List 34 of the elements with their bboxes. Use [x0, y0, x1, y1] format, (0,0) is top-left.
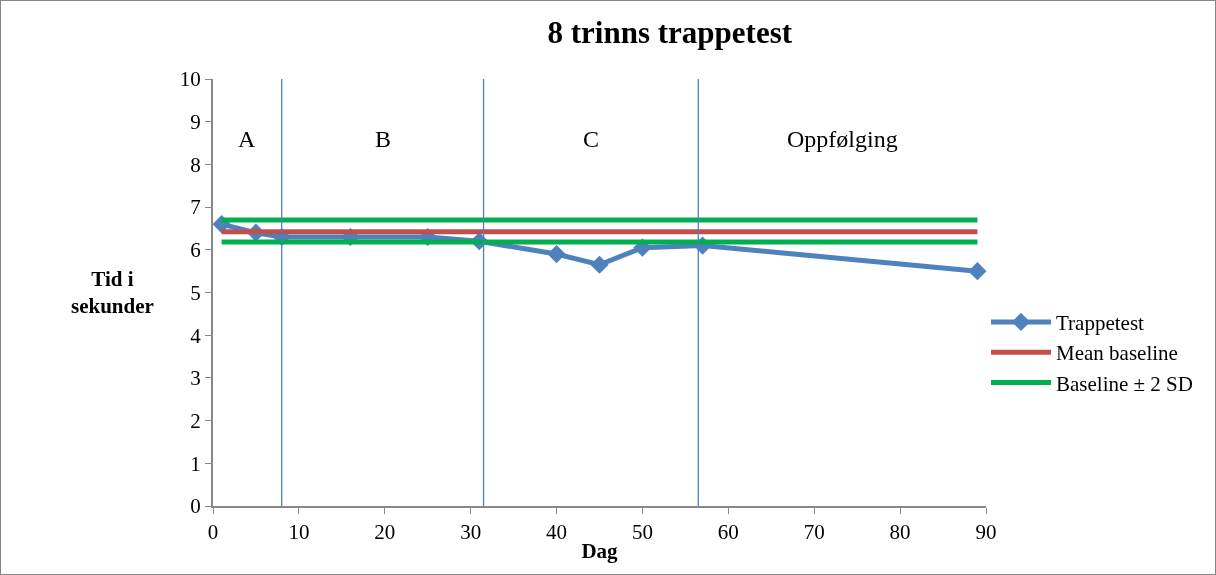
annotation: Oppfølging: [787, 126, 898, 152]
y-tick-label: 2: [190, 408, 201, 433]
y-tick-label: 10: [179, 67, 201, 92]
x-tick-label: 50: [631, 520, 653, 545]
point: [590, 255, 609, 274]
x-tick-label: 20: [374, 520, 396, 545]
x-tick-label: 80: [889, 520, 911, 545]
y-tick-label: 4: [190, 323, 202, 348]
annotation: B: [375, 126, 392, 152]
y-axis-title: Tid i sekunder: [71, 267, 154, 319]
legend-label: Trappetest: [1056, 311, 1145, 336]
x-tick-label: 10: [288, 520, 310, 545]
x-tick-label: 70: [803, 520, 825, 545]
x-axis-title: Dag: [581, 538, 619, 563]
y-tick-label: 7: [190, 195, 201, 220]
x-tick-label: 90: [975, 520, 997, 545]
y-tick-label: 0: [190, 494, 201, 519]
point: [968, 262, 987, 281]
annotation: A: [238, 126, 256, 152]
y-tick-label: 9: [190, 110, 201, 135]
x-tick-label: 60: [717, 520, 739, 545]
point: [547, 244, 566, 264]
y-tick-label: 1: [190, 451, 201, 476]
annotation: C: [583, 126, 600, 152]
x-tick-label: 40: [546, 520, 568, 545]
chart-title: 8 trinns trappetest: [547, 14, 793, 50]
legend-label: Baseline ± 2 SD: [1056, 371, 1193, 396]
x-tick-label: 30: [460, 520, 482, 545]
x-tick-label: 0: [207, 520, 219, 545]
y-tick-label: 5: [190, 280, 201, 305]
y-tick-label: 8: [190, 152, 201, 177]
y-tick-label: 6: [190, 238, 201, 263]
legend-label: Mean baseline: [1056, 341, 1178, 366]
y-tick-label: 3: [190, 366, 201, 391]
